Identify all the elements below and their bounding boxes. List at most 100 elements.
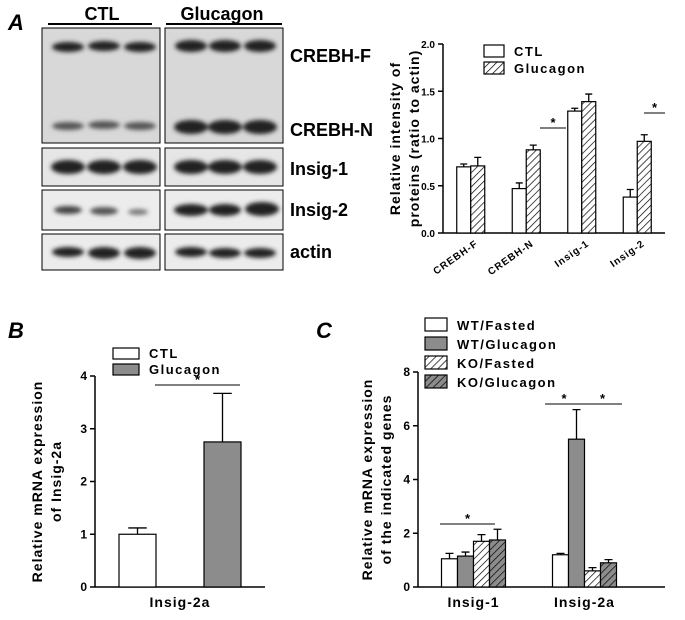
x-tick-label: Insig-2a (554, 594, 615, 610)
error-bar (585, 93, 593, 102)
x-tick-label: Insig-2a (150, 594, 211, 610)
error-bar (515, 182, 523, 189)
legend-label: CTL (514, 44, 544, 59)
error-bar (493, 528, 502, 540)
y-tick-label: 3 (80, 422, 87, 436)
y-tick-label: 8 (403, 365, 410, 379)
error-bar (588, 567, 597, 571)
y-tick-label: 0.5 (421, 182, 435, 193)
significance-star: * (550, 115, 556, 130)
legend-label: Glucagon (149, 362, 221, 377)
y-tick-label: 0.0 (421, 229, 435, 240)
y-tick-label: 0 (80, 580, 87, 594)
y-tick-label: 1 (80, 527, 87, 541)
blot-row-label: Insig-2 (290, 200, 348, 220)
y-axis-label-line: proteins (ratio to actin) (406, 50, 422, 227)
blot-row-label: Insig-1 (290, 159, 348, 179)
bar (203, 441, 242, 588)
significance-star: * (600, 391, 606, 406)
x-tick-label: Insig-1 (447, 594, 499, 610)
blot-row-label: actin (290, 242, 332, 262)
blot-row-label: CREBH-N (290, 120, 373, 140)
y-tick-label: 1.0 (421, 135, 435, 146)
x-tick-label: CREBH-N (486, 238, 536, 277)
legend-swatch (424, 336, 448, 351)
error-bar (640, 134, 648, 142)
legend-label: WT/Glucagon (457, 337, 557, 352)
y-tick-label: 4 (80, 369, 87, 383)
legend-swatch (424, 317, 448, 332)
bar (567, 438, 586, 588)
significance-star: * (561, 391, 567, 406)
legend-swatch (424, 374, 448, 389)
bar (440, 558, 459, 588)
bar (472, 540, 491, 588)
bar (551, 554, 570, 588)
error-bar (556, 552, 565, 555)
y-tick-label: 2.0 (421, 40, 435, 51)
y-axis-label: Relative mRNA expression of the indicated… (359, 379, 394, 581)
panel-letter: A (7, 10, 24, 35)
y-axis-label: Relative mRNA expression of Insig-2a (29, 381, 64, 583)
x-tick-label: CREBH-F (432, 238, 481, 277)
blot-group-label: Glucagon (180, 4, 263, 24)
error-bar (445, 552, 454, 559)
bar (622, 196, 638, 234)
significance-star: * (195, 372, 201, 387)
y-tick-label: 2 (403, 526, 410, 540)
bar (525, 149, 541, 234)
error-bar (571, 107, 579, 112)
significance-star: * (465, 511, 471, 526)
error-bar (474, 156, 482, 166)
blot-row-label: CREBH-F (290, 46, 371, 66)
bar (118, 533, 157, 588)
bar (511, 187, 527, 234)
y-axis-label-line: Relative mRNA expression (29, 381, 45, 583)
y-tick-label: 4 (403, 473, 410, 487)
bar (599, 562, 618, 588)
error-bar (572, 408, 581, 440)
bar (636, 140, 652, 234)
legend-swatch (424, 355, 448, 370)
bar (488, 539, 507, 588)
y-tick-label: 2 (80, 475, 87, 489)
legend-label: CTL (149, 346, 179, 361)
error-bar (604, 558, 613, 563)
bar (456, 555, 475, 588)
bar (456, 166, 472, 234)
y-axis-label-line: Relative intensity of (387, 62, 403, 215)
x-tick-label: Insig-2 (609, 238, 647, 270)
legend-swatch (483, 44, 505, 58)
panel-letter: B (8, 318, 24, 343)
bar (470, 165, 486, 234)
panel-letter: C (316, 318, 333, 343)
error-bar (128, 527, 147, 535)
error-bar (213, 392, 232, 442)
y-axis-label: Relative intensity of proteins (ratio to … (387, 50, 422, 227)
legend-label: Glucagon (514, 61, 586, 76)
legend-swatch (112, 347, 140, 360)
legend-label: KO/Glucagon (457, 375, 557, 390)
error-bar (529, 144, 537, 150)
y-axis-label-line: of the indicated genes (378, 395, 394, 565)
error-bar (626, 188, 634, 198)
blot-group-label: CTL (85, 4, 120, 24)
legend-swatch (112, 363, 140, 376)
western-blot: CTL Glucagon CREBH-F CREBH-N Insig-1 (41, 4, 373, 271)
y-axis-label-line: of Insig-2a (48, 441, 64, 522)
y-tick-label: 6 (403, 419, 410, 433)
error-bar (477, 533, 486, 542)
legend-swatch (483, 61, 505, 75)
error-bar (461, 551, 470, 557)
x-tick-label: Insig-1 (553, 238, 591, 270)
error-bar (460, 163, 468, 167)
bar (581, 101, 597, 234)
bar (567, 110, 583, 234)
legend-label: WT/Fasted (457, 318, 536, 333)
legend-label: KO/Fasted (457, 356, 536, 371)
y-axis-label-line: Relative mRNA expression (359, 379, 375, 581)
y-tick-label: 1.5 (421, 87, 435, 98)
y-tick-label: 0 (403, 580, 410, 594)
significance-star: * (652, 100, 658, 115)
